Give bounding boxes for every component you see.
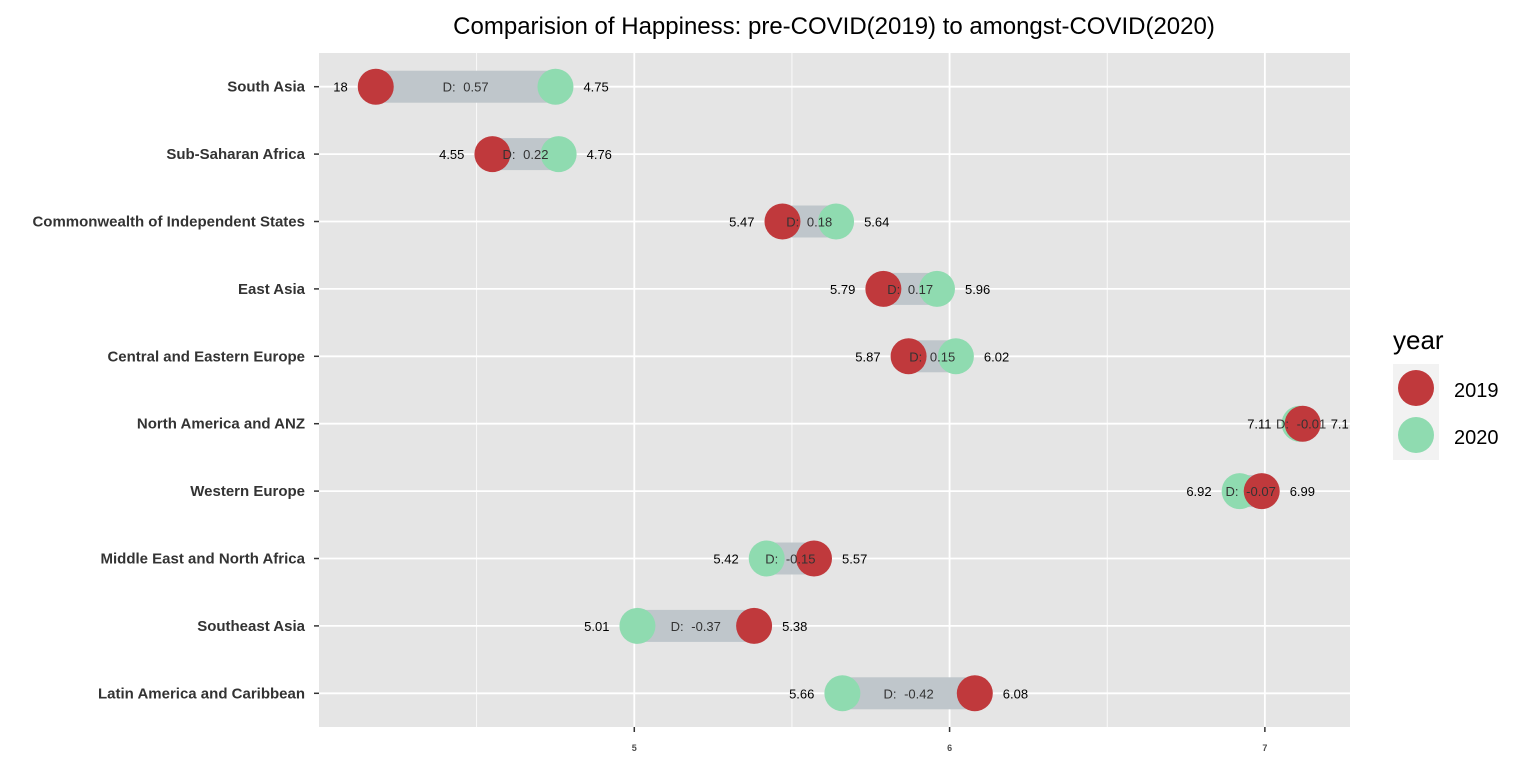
point-2019: [764, 203, 801, 240]
value-label-2019: 5.79: [830, 282, 855, 297]
category-label: Southeast Asia: [197, 618, 305, 635]
legend-key-2019: [1398, 370, 1434, 406]
category-label: Latin America and Caribbean: [98, 685, 305, 702]
legend: year 2019 2020: [1393, 325, 1499, 460]
value-label-2019: 18: [333, 80, 347, 95]
category-label: Commonwealth of Independent States: [32, 214, 305, 231]
value-label-2020: 5.01: [584, 619, 609, 634]
value-label-2020: 7.11: [1247, 417, 1271, 432]
difference-label: D: -0.37: [671, 619, 721, 634]
difference-label: D: -0.42: [883, 686, 933, 701]
difference-label: D: -0.15: [765, 552, 815, 567]
value-label-2019: 6.08: [1003, 686, 1028, 701]
point-2020: [619, 607, 656, 644]
value-label-2020: 5.66: [789, 686, 814, 701]
value-label-2019: 5.38: [782, 619, 807, 634]
point-2020: [824, 675, 861, 712]
chart-title: Comparision of Happiness: pre-COVID(2019…: [453, 13, 1215, 40]
x-tick-label: 6: [947, 743, 952, 753]
x-tick-label: 5: [632, 743, 637, 753]
difference-label: D: -0.07: [1226, 484, 1276, 499]
x-tick-label: 7: [1262, 743, 1267, 753]
dumbbell-segment: [375, 70, 556, 103]
value-label-2020: 5.64: [864, 215, 889, 230]
point-2019: [865, 270, 902, 307]
difference-label: D: 0.15: [909, 349, 955, 364]
legend-label-2020: 2020: [1454, 427, 1499, 449]
data-layer: D: 0.57 18 4.75 D: 0.22 4.55 4.76 D: 0.18 5.47 5…: [333, 68, 1349, 712]
dumbbell-segment: [842, 677, 975, 710]
point-2019: [1243, 473, 1280, 510]
value-label-2019: 5.87: [855, 349, 880, 364]
difference-label: D: -0.01: [1276, 417, 1326, 432]
category-label: East Asia: [238, 281, 306, 298]
point-2019: [1284, 405, 1321, 442]
point-2019: [357, 68, 394, 105]
point-2019: [890, 338, 927, 375]
point-2020: [540, 136, 577, 173]
legend-title: year: [1393, 325, 1444, 355]
dumbbell-segment: [637, 609, 755, 642]
category-label: Middle East and North Africa: [101, 551, 306, 568]
difference-label: D: 0.17: [887, 282, 933, 297]
point-2020: [537, 68, 574, 105]
category-label: Western Europe: [190, 483, 305, 500]
value-label-2020: 5.96: [965, 282, 990, 297]
difference-label: D: 0.57: [443, 80, 489, 95]
value-label-2020: 6.02: [984, 349, 1009, 364]
category-label: North America and ANZ: [137, 416, 305, 433]
plot-area: D: 0.57 18 4.75 D: 0.22 4.55 4.76 D: 0.18 5.47 5…: [32, 53, 1350, 753]
difference-label: D: 0.18: [786, 215, 832, 230]
point-2020: [818, 203, 855, 240]
point-2019: [474, 136, 511, 173]
legend-key-2020: [1398, 417, 1434, 453]
legend-label-2019: 2019: [1454, 380, 1499, 402]
value-label-2020: 4.76: [587, 147, 612, 162]
value-label-2019: 5.57: [842, 552, 867, 567]
value-label-2020: 6.92: [1186, 484, 1211, 499]
point-2020: [937, 338, 974, 375]
value-label-2020: 5.42: [713, 552, 738, 567]
point-2020: [748, 540, 785, 577]
difference-label: D: 0.22: [503, 147, 549, 162]
category-label: Central and Eastern Europe: [107, 348, 305, 365]
point-2019: [736, 607, 773, 644]
value-label-2019: 4.55: [439, 147, 464, 162]
value-label-2019: 6.99: [1290, 484, 1315, 499]
point-2019: [956, 675, 993, 712]
value-label-2019: 5.47: [729, 215, 754, 230]
category-label: South Asia: [227, 79, 305, 96]
point-2019: [796, 540, 833, 577]
category-label: Sub-Saharan Africa: [166, 146, 305, 163]
point-2020: [918, 270, 955, 307]
value-label-2019: 7.1: [1331, 417, 1349, 432]
value-label-2020: 4.75: [583, 80, 608, 95]
